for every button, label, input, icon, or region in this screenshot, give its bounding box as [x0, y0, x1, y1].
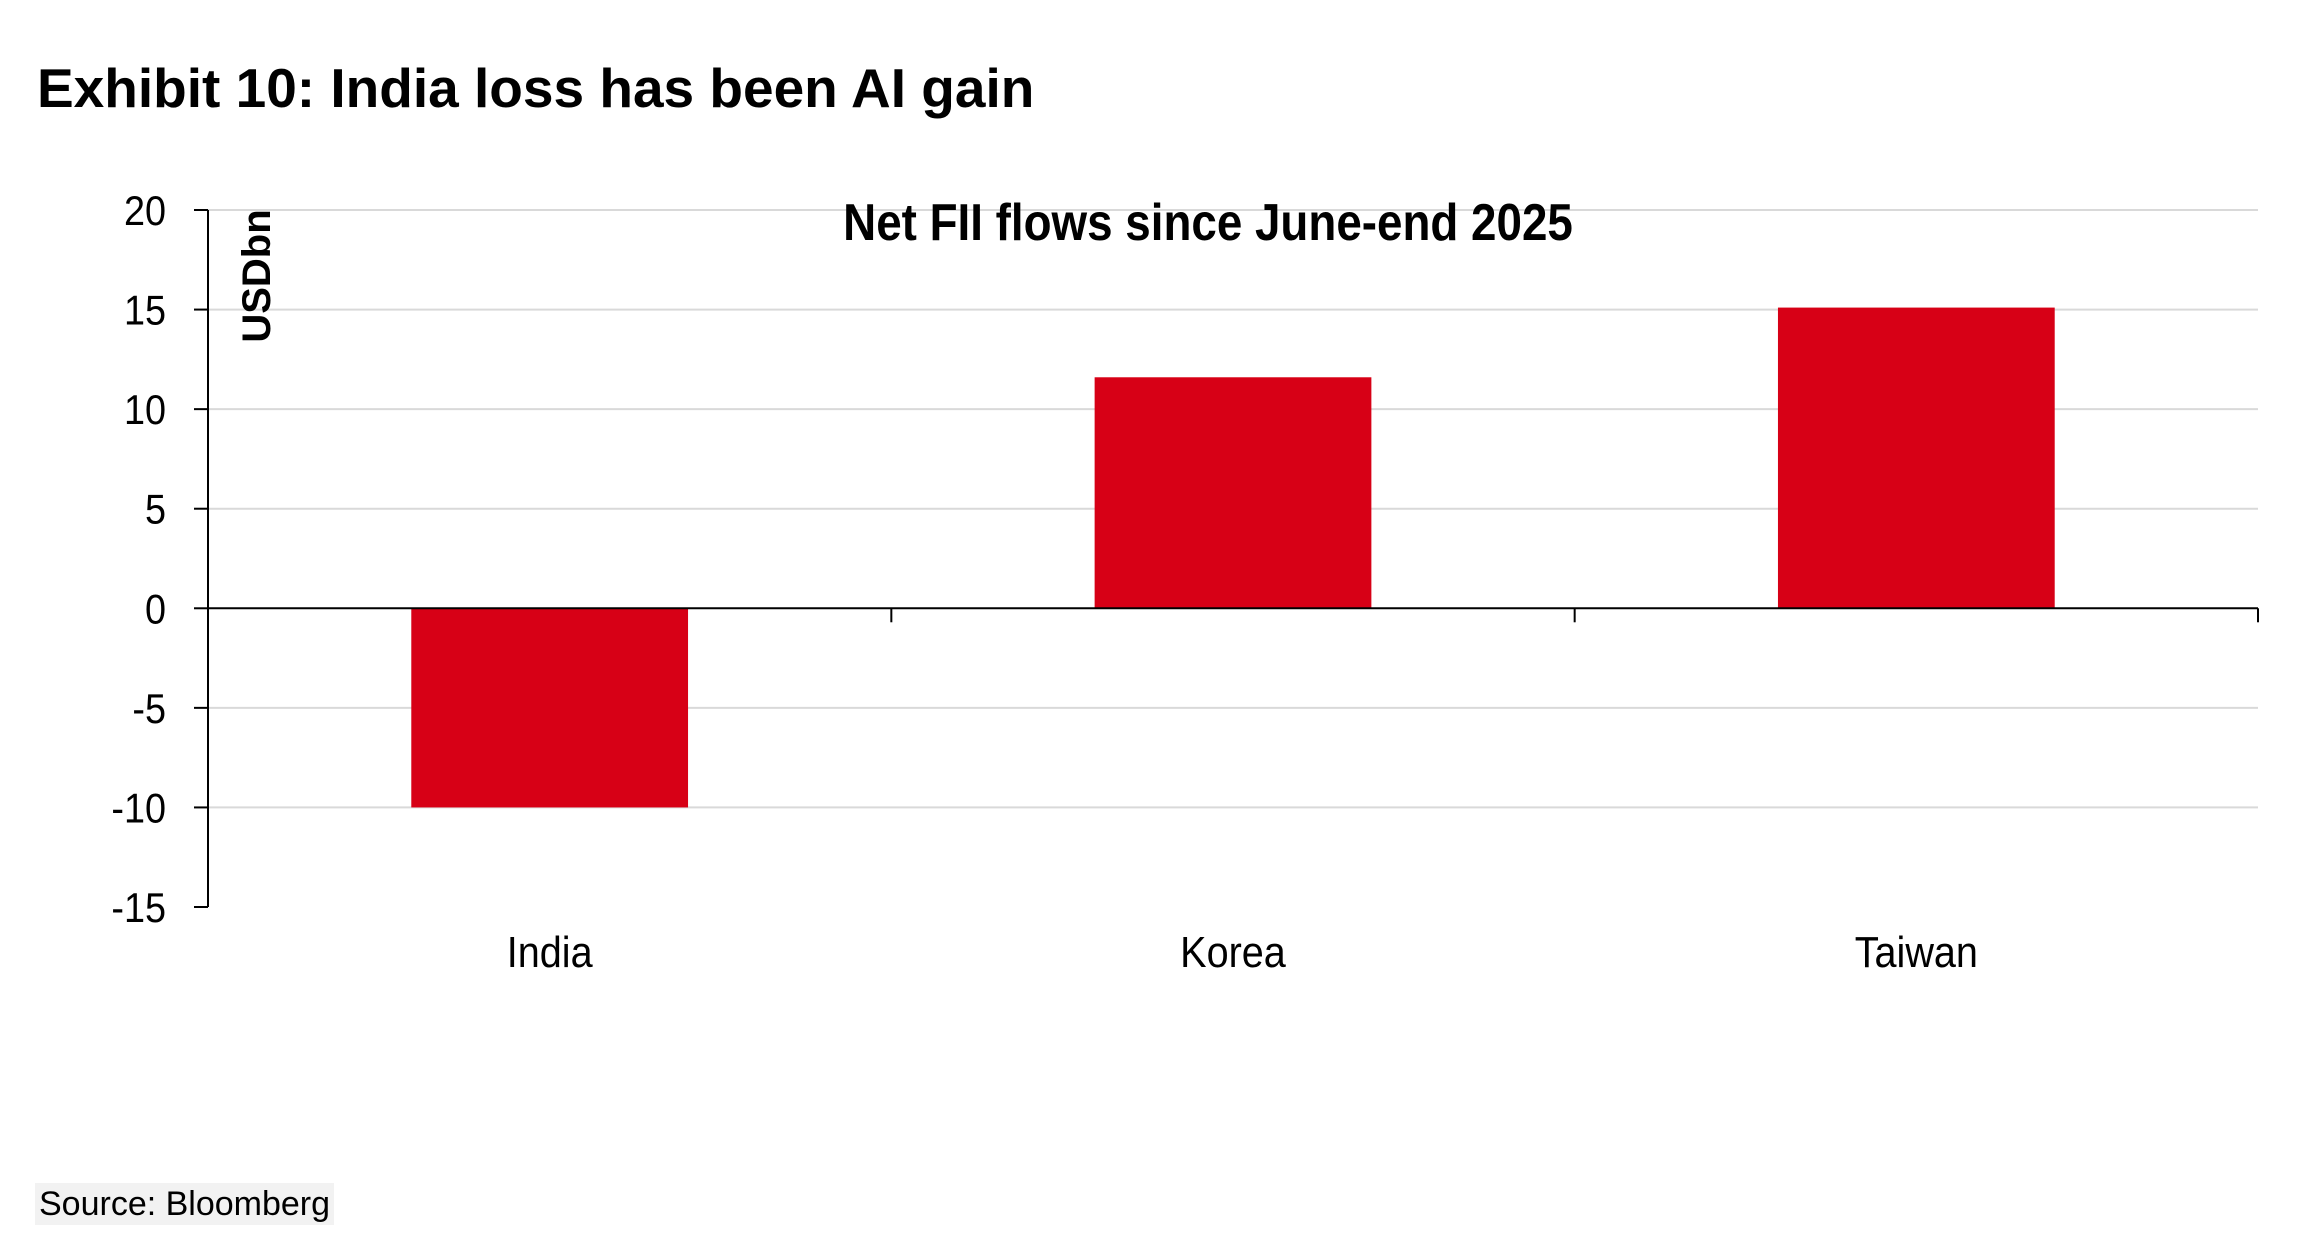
- y-tick-label: 10: [124, 387, 166, 433]
- bar-korea: [1094, 377, 1372, 609]
- x-tick-label: Korea: [1180, 927, 1286, 976]
- bars: [411, 307, 2055, 808]
- x-tick-label: Taiwan: [1855, 927, 1978, 976]
- axis-labels: 20 15 10 5 0 -5 -10 -15 India Korea Taiwan: [111, 188, 1978, 976]
- y-axis-label: USDbn: [235, 209, 279, 342]
- chart-title: Net FII flows since June-end 2025: [843, 194, 1573, 251]
- y-tick-label: -5: [132, 686, 166, 732]
- source-note: Source: Bloomberg: [35, 1183, 335, 1225]
- y-tick-label: 20: [124, 188, 166, 234]
- bar-india: [411, 608, 689, 808]
- y-tick-label: 5: [145, 487, 166, 533]
- y-tick-label: -10: [111, 786, 166, 832]
- axes: [194, 209, 2259, 908]
- exhibit-title: Exhibit 10: India loss has been AI gain: [37, 57, 1035, 119]
- y-tick-label: 0: [145, 586, 166, 632]
- bar-taiwan: [1777, 307, 2055, 609]
- y-tick-label: 15: [124, 288, 166, 334]
- y-tick-label: -15: [111, 885, 166, 931]
- x-tick-label: India: [507, 927, 594, 976]
